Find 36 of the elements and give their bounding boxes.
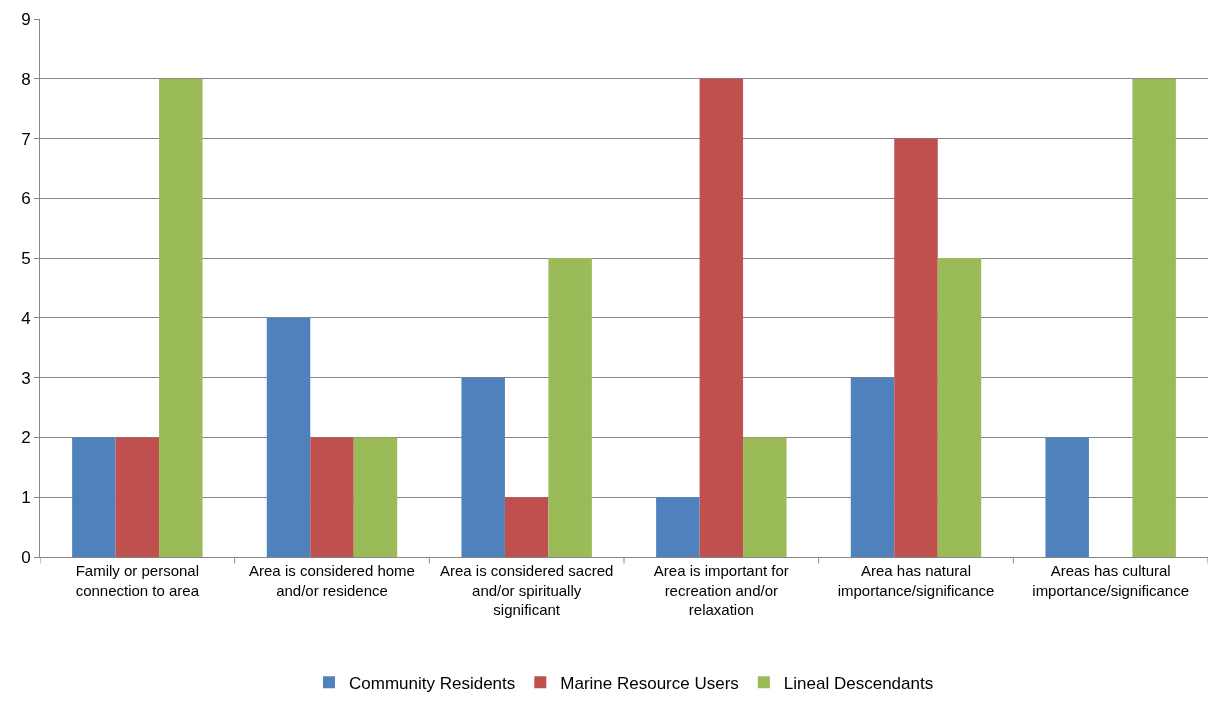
x-tick-label: Family or personal connection to area	[75, 562, 200, 599]
x-tick-label: Area is important for recreation and/or relaxation	[653, 562, 789, 618]
y-tick-label: 7	[21, 129, 31, 149]
legend-label: Lineal Descendants	[783, 673, 934, 693]
x-tick-label: Areas has cultural importance/significance	[1032, 562, 1190, 599]
y-tick-label: 5	[21, 249, 31, 269]
bar	[937, 258, 982, 557]
bar	[1045, 437, 1089, 557]
bar	[743, 437, 787, 557]
y-tick-label: 4	[21, 308, 31, 328]
bar	[548, 258, 592, 557]
y-tick-label: 6	[21, 189, 31, 209]
bar	[461, 377, 505, 557]
bar	[72, 437, 116, 557]
bar	[504, 497, 549, 557]
legend-label: Marine Resource Users	[560, 673, 739, 693]
bar	[353, 437, 398, 557]
bar	[159, 78, 203, 557]
x-tick-label: Area is considered home and/or residence	[249, 562, 415, 599]
bar	[656, 497, 700, 557]
bar	[894, 138, 938, 557]
bar	[850, 377, 895, 557]
y-tick-label: 8	[21, 69, 31, 89]
bar	[115, 437, 160, 557]
bar	[266, 317, 311, 557]
x-tick-label: Area is considered sacred and/or spiritually significant	[439, 562, 614, 618]
bar	[310, 437, 354, 557]
y-tick-label: 1	[21, 488, 31, 508]
x-tick-label: Area has natural importance/significance	[837, 562, 995, 599]
bar	[1132, 78, 1176, 557]
legend-label: Community Residents	[349, 673, 516, 693]
y-tick-label: 0	[21, 547, 31, 567]
bar	[699, 78, 744, 557]
y-tick-label: 2	[21, 428, 31, 448]
y-tick-label: 9	[21, 9, 31, 29]
y-tick-label: 3	[21, 368, 31, 388]
